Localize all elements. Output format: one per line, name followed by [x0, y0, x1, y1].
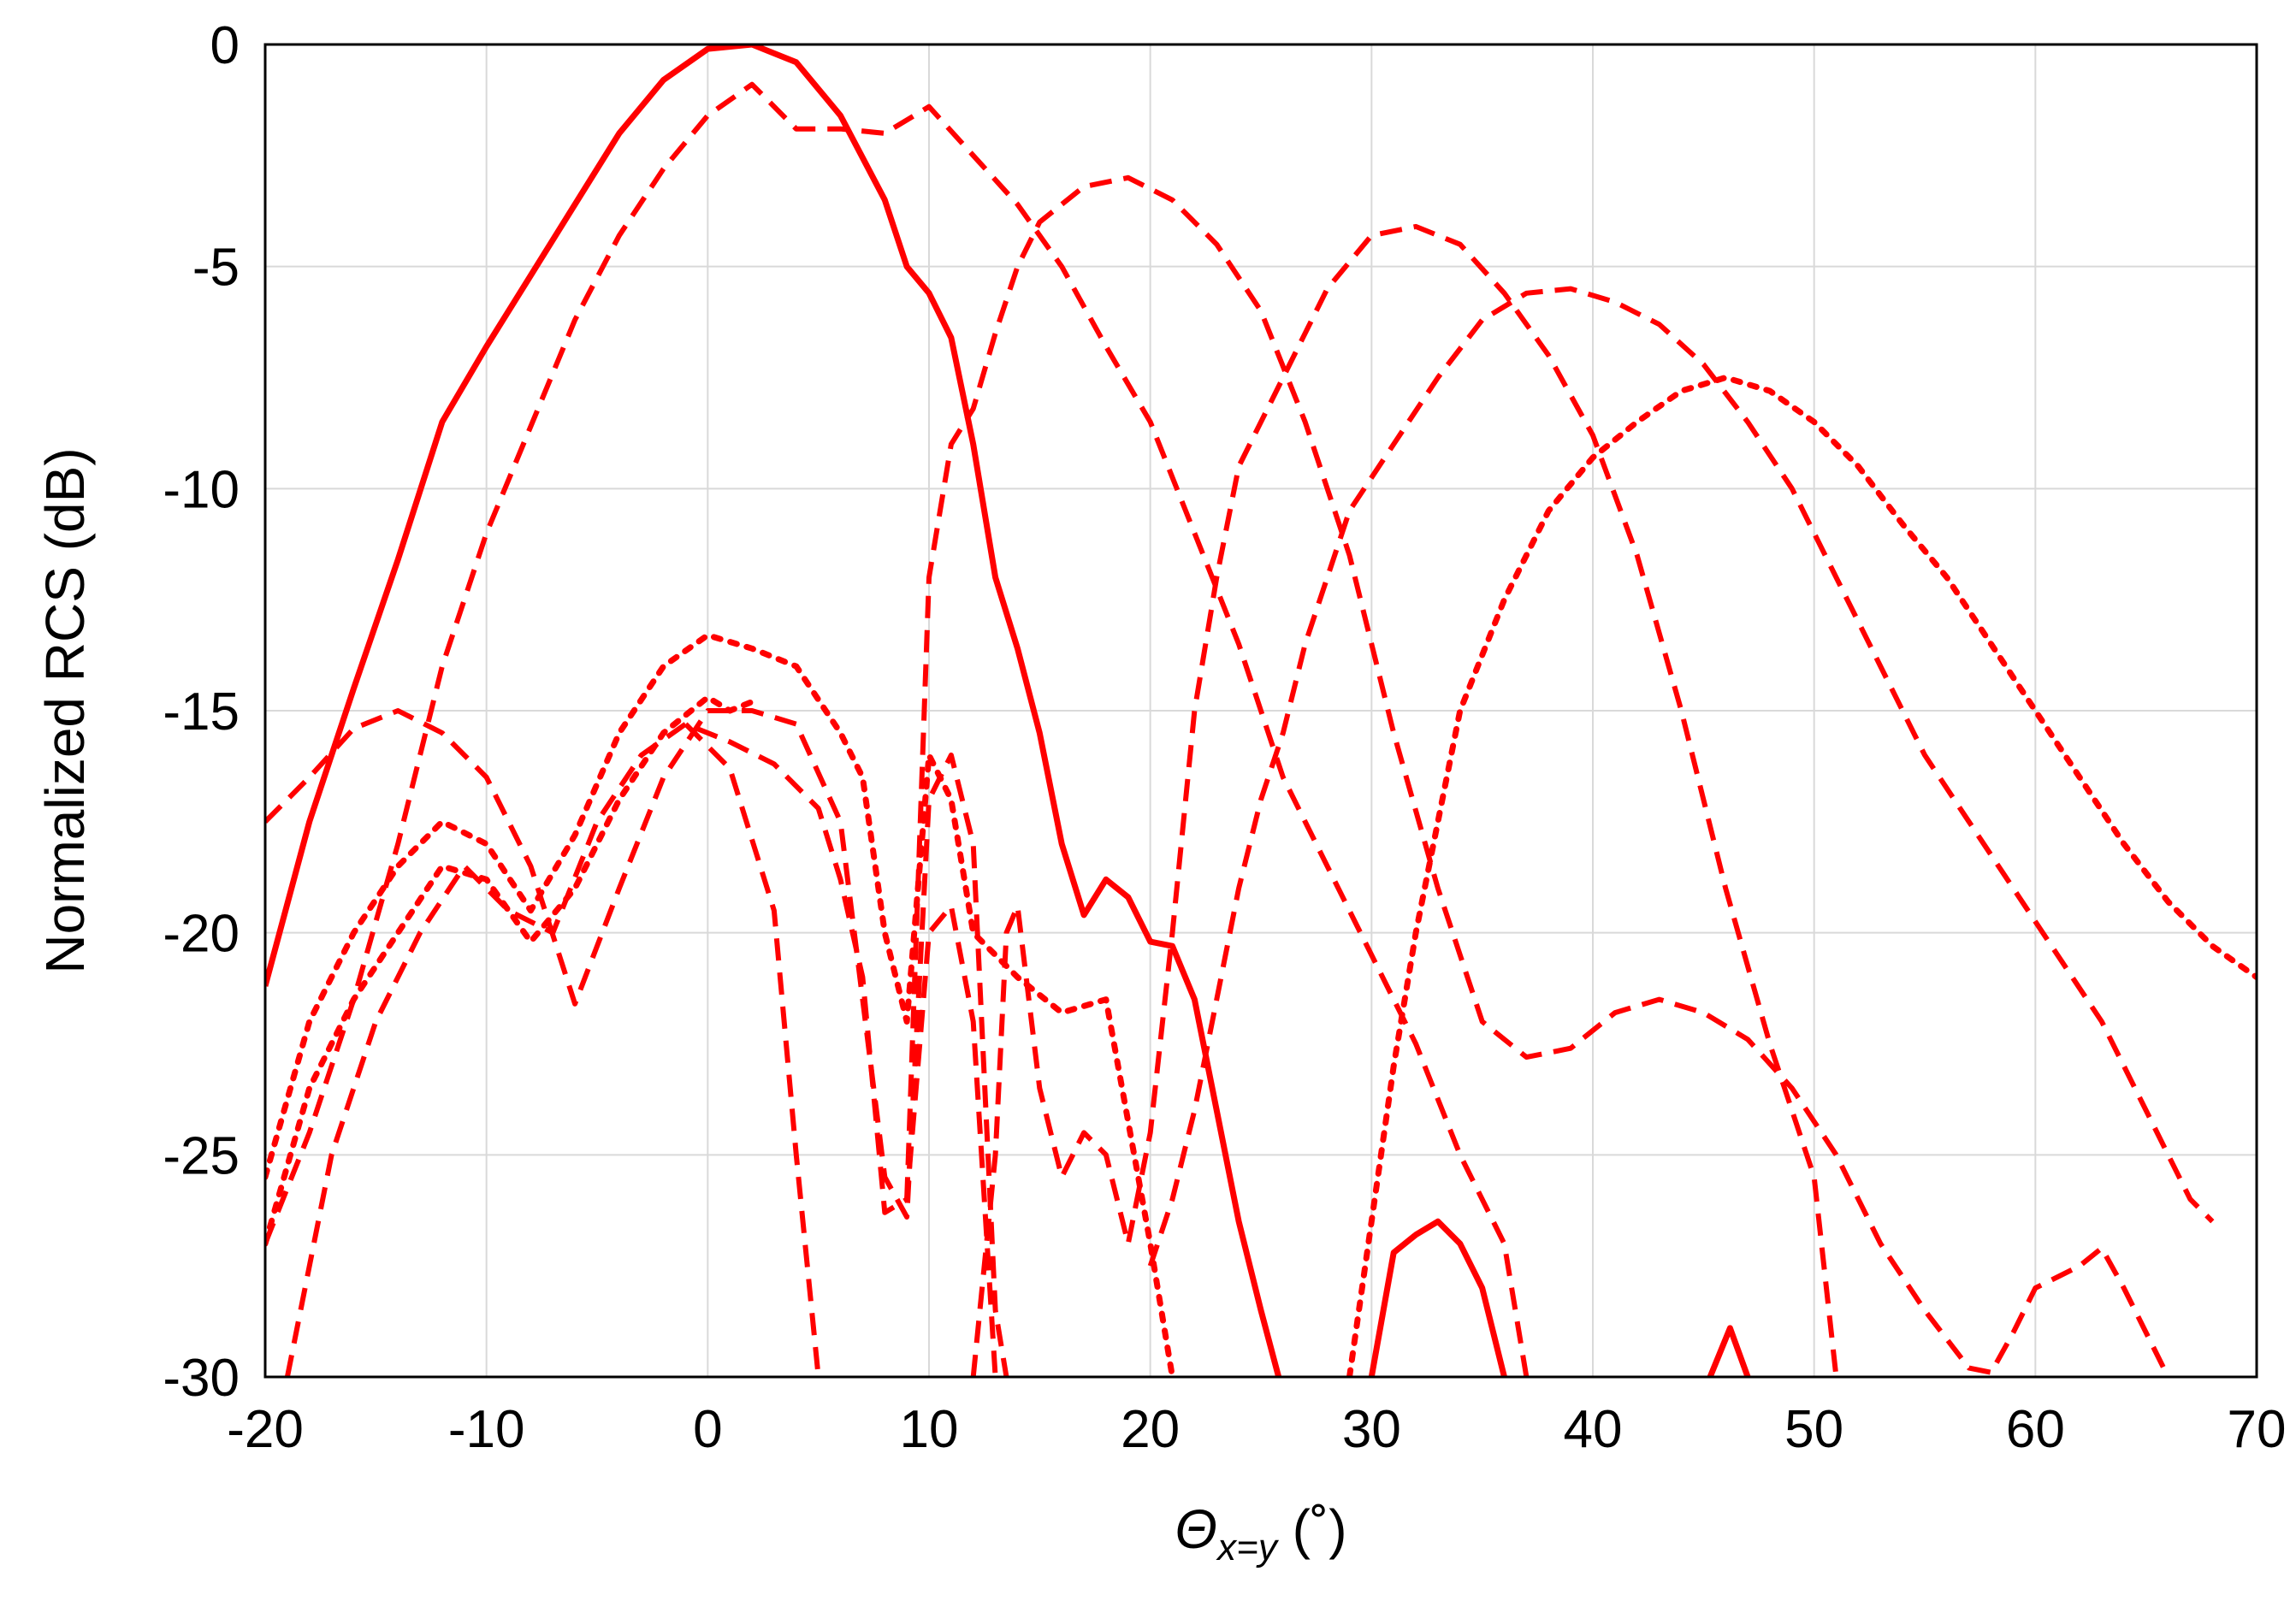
x-tick-label: 50 — [1784, 1400, 1843, 1459]
x-axis-label-subscript: x=y — [1216, 1527, 1280, 1569]
y-tick-label: 0 — [210, 16, 240, 75]
series-line-8 — [904, 174, 2171, 1377]
y-tick-label: -10 — [163, 460, 240, 519]
series-line-6 — [284, 721, 998, 1377]
series-line-10 — [1147, 286, 2215, 1267]
y-tick-label: -20 — [163, 905, 240, 964]
series-line-2 — [1368, 1218, 1507, 1377]
y-tick-labels: 0 -5 -10 -15 -20 -25 -30 — [163, 16, 240, 1408]
y-tick-label: -5 — [192, 239, 240, 298]
series-line-1 — [265, 44, 1282, 1377]
plot-frame — [263, 43, 2258, 1379]
x-tick-label: 0 — [693, 1400, 722, 1459]
y-tick-label: -25 — [163, 1126, 240, 1185]
x-tick-label: -10 — [448, 1400, 525, 1459]
series-line-11 — [265, 632, 1175, 1377]
y-tick-label: -15 — [163, 682, 240, 741]
series-line-12 — [265, 694, 755, 1247]
series-line-4 — [265, 81, 1530, 1377]
series-line-9 — [970, 223, 1839, 1377]
x-tick-label: 30 — [1342, 1400, 1401, 1459]
x-tick-label: 20 — [1121, 1400, 1180, 1459]
x-axis-label-unit: (˚) — [1277, 1498, 1347, 1560]
x-tick-label: 60 — [2006, 1400, 2065, 1459]
x-axis-label-symbol: Θ — [1175, 1498, 1217, 1560]
x-tick-label: 70 — [2228, 1400, 2287, 1459]
x-tick-label: 10 — [900, 1400, 959, 1459]
series-line-3 — [1707, 1325, 1751, 1377]
series-line-7 — [683, 722, 821, 1377]
x-tick-labels: -20 -10 0 10 20 30 40 50 60 70 — [227, 1400, 2286, 1459]
x-tick-label: -20 — [227, 1400, 304, 1459]
x-axis-label: Θx=y (˚) — [1175, 1498, 1346, 1569]
y-tick-label: -30 — [163, 1349, 240, 1408]
y-axis-label: Normalized RCS (dB) — [34, 447, 96, 973]
x-tick-label: 40 — [1564, 1400, 1623, 1459]
series-line-5 — [265, 708, 1009, 1377]
series-group — [265, 44, 2257, 1377]
series-line-13 — [1346, 375, 2257, 1377]
